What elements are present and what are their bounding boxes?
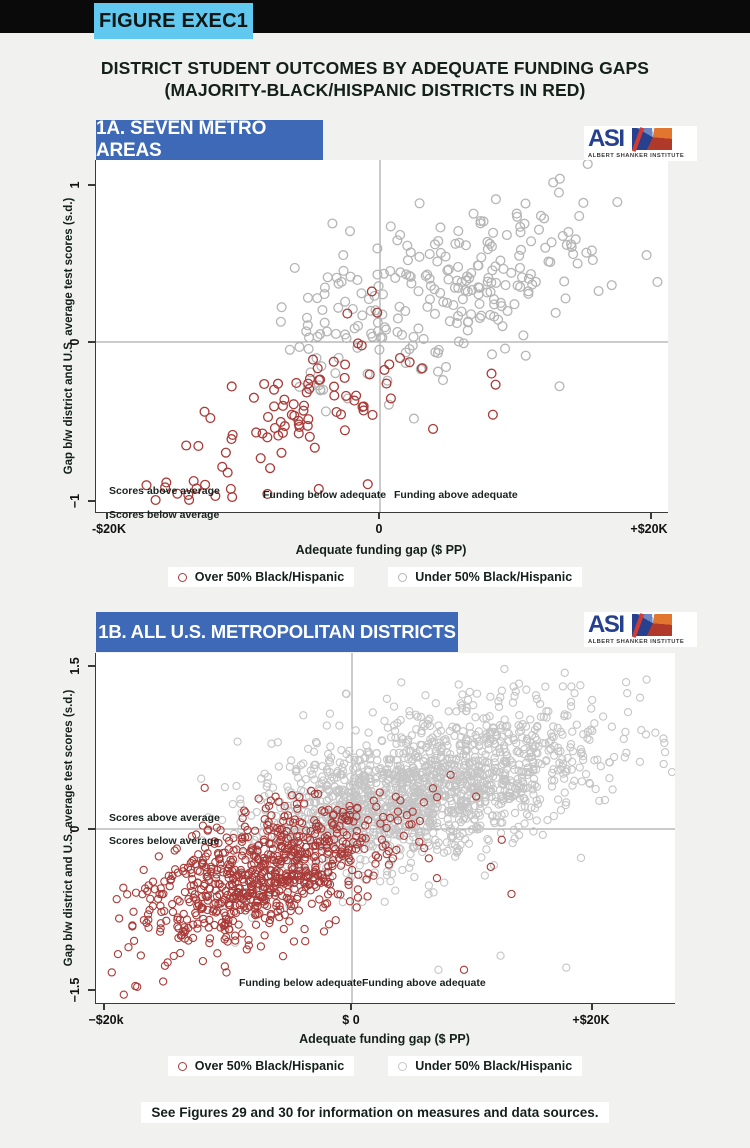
legend-1a: Over 50% Black/Hispanic Under 50% Black/… <box>0 567 750 587</box>
x-tick-label: +$20K <box>572 1013 610 1027</box>
footnote-wrap: See Figures 29 and 30 for information on… <box>0 1102 750 1123</box>
y-tick-mark <box>88 665 95 667</box>
y-axis-label-1a: Gap b/w district and U.S. average test s… <box>63 197 75 475</box>
legend-marker-icon <box>177 572 187 582</box>
x-tick-mark <box>650 513 652 519</box>
x-tick-label: -$20K <box>91 522 127 536</box>
quadrant-label-funding-below: Funding below adequate <box>239 977 363 989</box>
asi-logo: ASI ALBERT SHANKER INSTITUTE <box>584 612 697 647</box>
scatter-plot-1b <box>96 653 675 1003</box>
legend-entry: Under 50% Black/Hispanic <box>388 567 583 587</box>
legend-label: Under 50% Black/Hispanic <box>415 1059 573 1073</box>
legend-marker-icon <box>398 572 408 582</box>
x-tick-label: $ 0 <box>342 1013 360 1027</box>
x-axis-label-1b: Adequate funding gap ($ PP) <box>299 1032 470 1046</box>
asi-logo-text: ASI <box>588 611 625 638</box>
plot-area-1b: Scores above average Scores below averag… <box>95 653 675 1004</box>
legend-label: Over 50% Black/Hispanic <box>194 570 345 584</box>
legend-marker-icon <box>398 1061 408 1071</box>
quadrant-label-funding-below: Funding below adequate <box>263 489 387 501</box>
x-tick-mark <box>106 513 108 519</box>
legend-entry: Over 50% Black/Hispanic <box>167 1056 355 1076</box>
y-tick-label: 1 <box>68 181 82 189</box>
legend-entry: Under 50% Black/Hispanic <box>388 1056 583 1076</box>
asi-logo-caption: ALBERT SHANKER INSTITUTE <box>588 153 685 159</box>
x-tick-mark <box>350 1004 352 1010</box>
quadrant-label-funding-above: Funding above adequate <box>362 977 486 989</box>
scatter-plot-1a <box>96 160 668 512</box>
figure-title: DISTRICT STUDENT OUTCOMES BY ADEQUATE FU… <box>0 57 750 101</box>
figure-tag: FIGURE EXEC1 <box>94 3 253 39</box>
asi-logo: ASI ALBERT SHANKER INSTITUTE <box>584 126 697 161</box>
quadrant-label-scores-above: Scores above average <box>109 485 220 497</box>
y-tick-mark <box>88 828 95 830</box>
legend-1b: Over 50% Black/Hispanic Under 50% Black/… <box>0 1056 750 1076</box>
y-tick-label: 0 <box>68 825 82 833</box>
quadrant-label-scores-above: Scores above average <box>109 812 220 824</box>
x-tick-mark <box>378 513 380 519</box>
legend-label: Over 50% Black/Hispanic <box>194 1059 345 1073</box>
y-tick-label: −1 <box>68 493 82 509</box>
asi-logo-text: ASI <box>588 125 625 152</box>
footnote: See Figures 29 and 30 for information on… <box>141 1102 609 1123</box>
y-tick-mark <box>88 989 95 991</box>
y-tick-label: −1.5 <box>68 977 82 1003</box>
x-tick-label: −$20k <box>88 1013 124 1027</box>
x-tick-mark <box>103 1004 105 1010</box>
x-tick-label: 0 <box>375 522 383 536</box>
legend-entry: Over 50% Black/Hispanic <box>167 567 355 587</box>
y-tick-mark <box>88 184 95 186</box>
panel-1b-title: 1B. ALL U.S. METROPOLITAN DISTRICTS <box>96 612 458 652</box>
legend-marker-icon <box>177 1061 187 1071</box>
plot-area-1a: Scores above average Scores below averag… <box>95 160 668 521</box>
figure-title-line2: (MAJORITY-BLACK/HISPANIC DISTRICTS IN RE… <box>164 80 586 100</box>
x-tick-label: +$20K <box>630 522 668 536</box>
panel-1a-title: 1A. SEVEN METRO AREAS <box>96 118 323 161</box>
asi-logo-row: ASI <box>588 125 694 152</box>
asi-logo-row: ASI <box>588 611 694 638</box>
x-tick-mark <box>591 1004 593 1010</box>
figure-title-line1: DISTRICT STUDENT OUTCOMES BY ADEQUATE FU… <box>100 58 650 78</box>
x-axis-label-1a: Adequate funding gap ($ PP) <box>295 543 467 557</box>
quadrant-label-scores-below: Scores below average <box>109 509 220 521</box>
quadrant-label-funding-above: Funding above adequate <box>394 489 518 501</box>
quadrant-label-scores-below: Scores below average <box>109 835 220 847</box>
asi-logo-caption: ALBERT SHANKER INSTITUTE <box>588 639 685 645</box>
y-tick-mark <box>88 500 95 502</box>
y-tick-mark <box>88 341 95 343</box>
y-tick-label: 1.5 <box>68 657 82 675</box>
y-tick-label: 0 <box>68 338 82 346</box>
legend-label: Under 50% Black/Hispanic <box>415 570 573 584</box>
